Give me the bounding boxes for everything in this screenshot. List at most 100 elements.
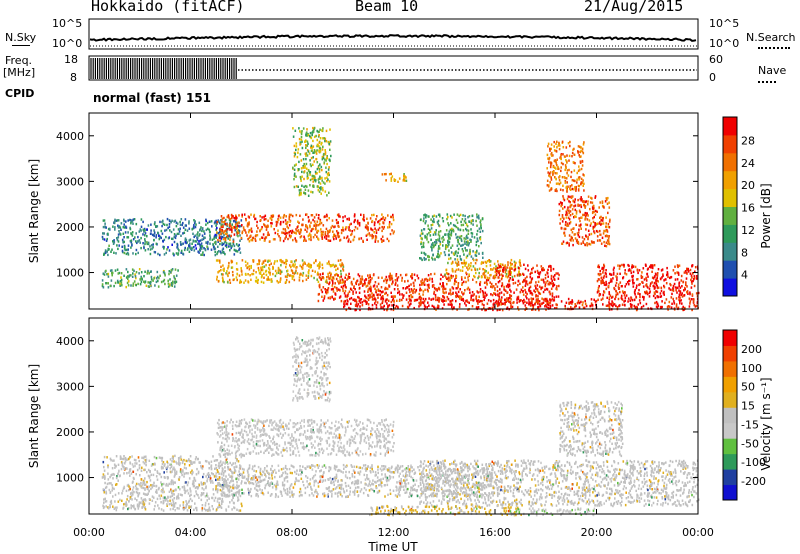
echo-region	[216, 418, 395, 457]
colorbar-swatch	[723, 484, 737, 501]
freq-tick-18: 18	[64, 53, 78, 66]
ytick-label: 2000	[56, 426, 84, 439]
velocity-panel-frame	[88, 317, 699, 515]
xtick-label: 00:00	[682, 526, 714, 539]
ytick-label: 1000	[56, 267, 84, 280]
ytick-label: 1000	[56, 472, 84, 485]
freq-bars	[90, 58, 237, 79]
power-colorbar-label: Power [dB]	[759, 183, 773, 248]
nave-tick-0: 0	[709, 71, 716, 84]
colorbar-tick-label: 15	[741, 400, 755, 413]
freq-panel-frame	[88, 55, 699, 81]
colorbar-tick-label: 24	[741, 157, 755, 170]
colorbar-swatch	[723, 188, 737, 207]
xtick-label: 00:00	[73, 526, 105, 539]
velocity-ylabel: Slant Range [km]	[27, 364, 41, 468]
colorbar-swatch	[723, 407, 737, 424]
colorbar-swatch	[723, 134, 737, 154]
colorbar-swatch	[723, 260, 737, 279]
nsky-label: N.Sky	[5, 31, 37, 44]
colorbar-swatch	[723, 422, 737, 439]
xtick-label: 16:00	[479, 526, 511, 539]
echo-region	[419, 459, 700, 508]
colorbar-swatch	[723, 376, 737, 393]
echo-region	[317, 272, 497, 303]
ytick-label: 2000	[56, 221, 84, 234]
echo-region	[558, 195, 611, 248]
colorbar-swatch	[723, 330, 737, 346]
velocity-echoes	[101, 336, 700, 517]
echo-region	[292, 336, 332, 403]
colorbar-tick-label: -50	[741, 437, 759, 450]
colorbar-swatch	[723, 453, 737, 470]
colorbar-swatch	[723, 278, 737, 297]
colorbar-tick-label: -15	[741, 418, 759, 431]
colorbar-frame	[722, 116, 738, 297]
cpid-value: normal (fast) 151	[93, 91, 211, 105]
colorbar-tick-label: 200	[741, 343, 762, 356]
xtick-label: 12:00	[378, 526, 410, 539]
colorbar-tick-label: -100	[741, 456, 766, 469]
echo-region	[101, 217, 243, 257]
colorbar-tick-label: 100	[741, 362, 762, 375]
freq-unit-label: [MHz]	[3, 66, 36, 79]
colorbar-swatch	[723, 391, 737, 408]
power-colorbar: 4 8 12 16 20 24 28	[722, 116, 755, 297]
colorbar-swatch	[723, 438, 737, 455]
echo-region	[559, 400, 624, 458]
ytick-label: 3000	[56, 175, 84, 188]
colorbar-tick-label: 12	[741, 224, 755, 237]
xtick-label: 04:00	[175, 526, 207, 539]
station-title: Hokkaido (fitACF)	[91, 0, 245, 15]
colorbar-swatch	[723, 152, 737, 172]
nsky-trace	[89, 34, 697, 42]
echo-region	[419, 213, 484, 262]
nave-tick-60: 60	[709, 53, 723, 66]
echo-region	[215, 258, 345, 284]
beam-title: Beam 10	[355, 0, 419, 15]
ytick-label: 4000	[56, 335, 84, 348]
velocity-colorbar: 200 100 50 15 -15 -50 -100 -200	[722, 329, 766, 501]
ytick-label: 3000	[56, 380, 84, 393]
noise-tick-bottom-right: 10^0	[709, 37, 740, 50]
date-title: 21/Aug/2015	[584, 0, 684, 15]
xtick-label: 20:00	[581, 526, 613, 539]
colorbar-tick-label: 28	[741, 134, 755, 147]
ytick-label: 4000	[56, 130, 84, 143]
colorbar-swatch	[723, 469, 737, 486]
nave-dotted-line	[758, 81, 776, 83]
velocity-colorbar-label: Velocity [m s⁻¹]	[759, 377, 773, 470]
colorbar-swatch	[723, 224, 737, 243]
echo-region	[596, 263, 700, 312]
velocity-yaxis-ticks: 1000 2000 3000 4000	[56, 335, 698, 485]
colorbar-swatch	[723, 170, 737, 190]
nsearch-label: N.Search	[746, 31, 796, 44]
nave-label: Nave	[758, 64, 787, 77]
echo-region	[101, 268, 179, 289]
xtick-label: 08:00	[276, 526, 308, 539]
time-xlabel: Time UT	[367, 540, 418, 554]
colorbar-swatch	[723, 242, 737, 261]
colorbar-tick-label: 8	[741, 246, 748, 259]
colorbar-tick-label: 20	[741, 179, 755, 192]
echo-region	[292, 126, 332, 197]
power-echoes	[101, 126, 700, 312]
power-yaxis-ticks: 1000 2000 3000 4000	[56, 130, 698, 280]
noise-tick-top-right: 10^5	[709, 17, 740, 30]
colorbar-swatch	[723, 345, 737, 362]
noise-tick-top-left: 10^5	[52, 17, 83, 30]
echo-region	[101, 454, 243, 512]
colorbar-swatch	[723, 117, 737, 136]
nsearch-dotted-line	[758, 47, 790, 49]
colorbar-tick-label: -200	[741, 475, 766, 488]
noise-panel-frame	[88, 18, 699, 50]
colorbar-swatch	[723, 360, 737, 377]
freq-label: Freq.	[5, 54, 33, 67]
colorbar-tick-label: 50	[741, 381, 755, 394]
power-ylabel: Slant Range [km]	[27, 159, 41, 263]
freq-tick-8: 8	[70, 71, 77, 84]
echo-region	[546, 140, 585, 193]
power-panel-frame	[88, 112, 699, 310]
colorbar-tick-label: 16	[741, 202, 755, 215]
